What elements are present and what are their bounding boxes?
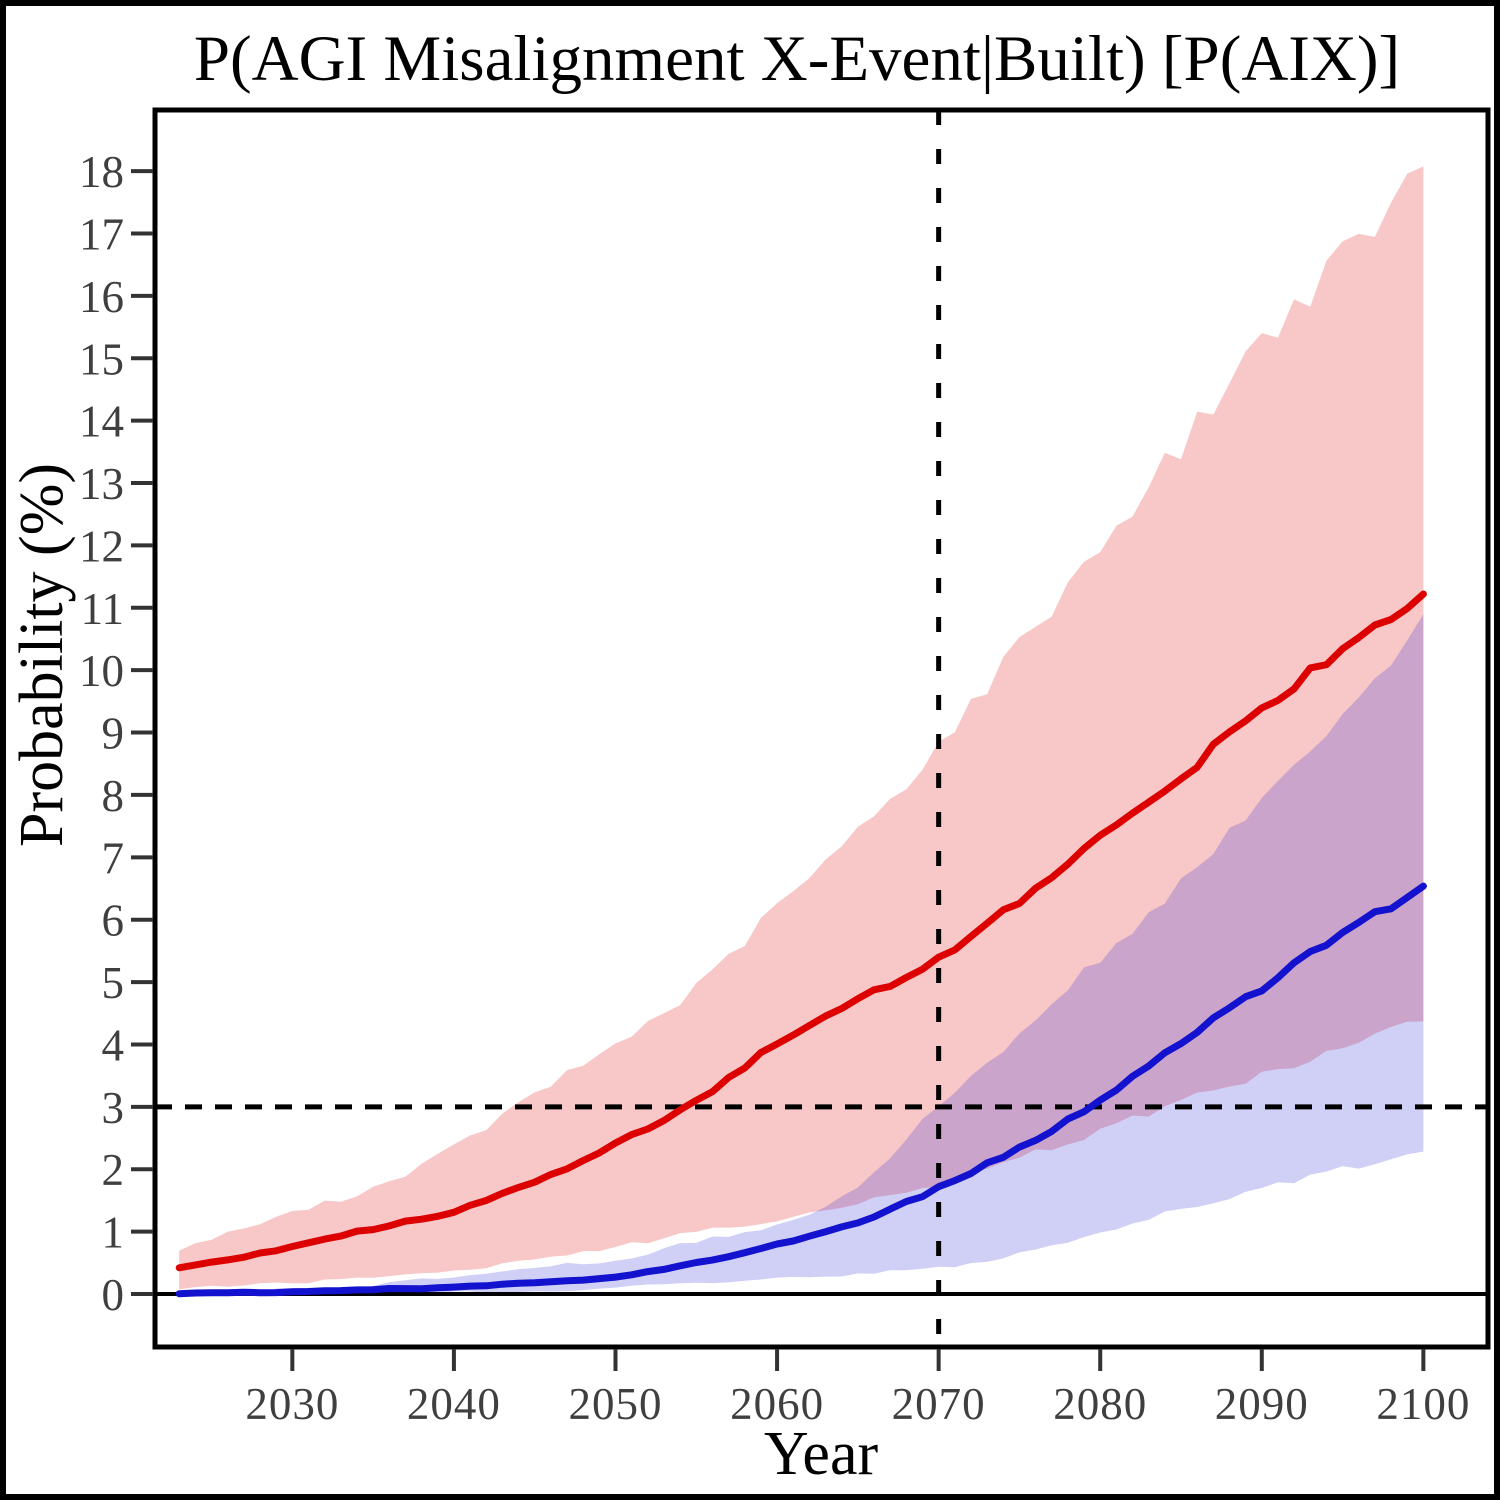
x-tick-label: 2080 <box>1053 1379 1147 1429</box>
y-tick-label: 7 <box>102 833 125 883</box>
y-tick-label: 8 <box>102 771 125 821</box>
y-tick-label: 18 <box>79 147 124 197</box>
blue-band <box>179 614 1424 1294</box>
x-tick-label: 2090 <box>1215 1379 1309 1429</box>
y-tick-label: 17 <box>79 210 124 260</box>
blue-line <box>175 882 1427 1298</box>
panel-border <box>152 107 1491 1350</box>
y-tick-label: 12 <box>79 521 124 571</box>
y-tick-label: 6 <box>102 896 125 946</box>
plot-area <box>155 110 1488 1347</box>
x-tick-label: 2050 <box>568 1379 662 1429</box>
y-tick-label: 11 <box>81 584 124 634</box>
y-tick-label: 16 <box>79 272 124 322</box>
x-tick-label: 2060 <box>730 1379 824 1429</box>
x-tick-label: 2070 <box>892 1379 986 1429</box>
y-tick-label: 1 <box>102 1208 125 1258</box>
x-axis-title: Year <box>764 1420 879 1488</box>
y-tick-label: 3 <box>102 1083 125 1133</box>
x-tick-label: 2030 <box>245 1379 339 1429</box>
y-tick-label: 9 <box>102 709 125 759</box>
red-line <box>175 590 1427 1272</box>
y-tick-label: 13 <box>79 459 124 509</box>
y-tick-label: 10 <box>79 646 124 696</box>
chart-title: P(AGI Misalignment X-Event|Built) [P(AIX… <box>194 23 1400 95</box>
y-tick-label: 5 <box>102 958 125 1008</box>
y-tick-label: 2 <box>102 1145 125 1195</box>
y-tick-label: 4 <box>102 1020 125 1070</box>
x-tick-label: 2040 <box>407 1379 501 1429</box>
red-band <box>179 166 1424 1290</box>
y-tick-label: 14 <box>79 397 124 447</box>
y-axis-title: Probability (%) <box>8 463 76 847</box>
y-tick-label: 15 <box>79 334 124 384</box>
y-tick-label: 0 <box>102 1270 125 1320</box>
x-tick-label: 2100 <box>1376 1379 1470 1429</box>
